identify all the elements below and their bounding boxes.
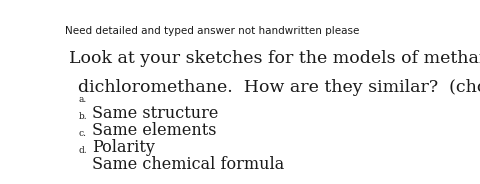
Text: Look at your sketches for the models of methane and: Look at your sketches for the models of … [69, 50, 480, 67]
Text: Same elements: Same elements [92, 122, 216, 139]
Text: Polarity: Polarity [92, 139, 155, 156]
Text: Need detailed and typed answer not handwritten please: Need detailed and typed answer not handw… [64, 26, 358, 36]
Text: d.: d. [78, 146, 87, 155]
Text: dichloromethane.  How are they similar?  (choose one): dichloromethane. How are they similar? (… [78, 79, 480, 96]
Text: Same chemical formula: Same chemical formula [92, 156, 284, 173]
Text: c.: c. [79, 129, 87, 138]
Text: a.: a. [79, 95, 87, 104]
Text: Same structure: Same structure [92, 105, 218, 122]
Text: b.: b. [78, 112, 87, 121]
